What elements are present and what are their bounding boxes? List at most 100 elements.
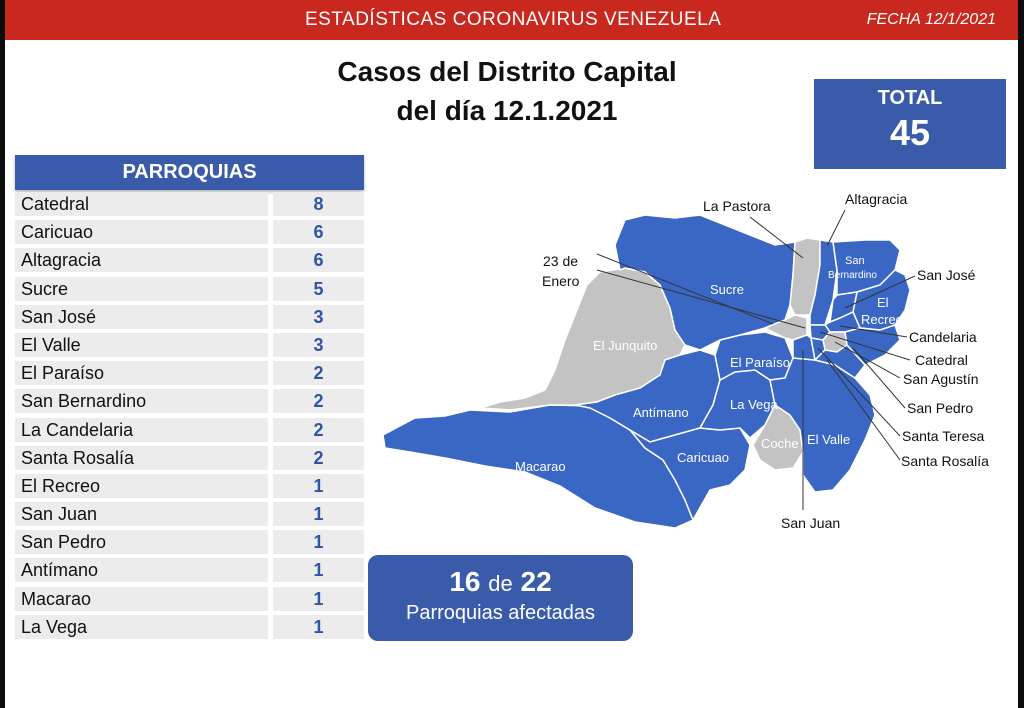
header-title: ESTADÍSTICAS CORONAVIRUS VENEZUELA [305, 9, 722, 30]
row-cases: 6 [273, 248, 364, 273]
label-el-valle: El Valle [807, 432, 850, 447]
row-cases: 1 [273, 614, 364, 639]
leader-san-jose [844, 275, 916, 309]
leader-candelaria [839, 325, 908, 338]
row-name: San José [15, 304, 268, 329]
header-date: FECHA 12/1/2021 [866, 11, 996, 28]
row-name: El Paraíso [15, 361, 268, 386]
table-row: La Vega 1 [15, 613, 364, 641]
region-caricuao [629, 427, 751, 522]
row-name: Antímano [15, 558, 268, 583]
distrito-capital-map: Sucre Macarao Antímano Caricuao La Vega … [382, 191, 989, 531]
row-name: La Vega [15, 614, 268, 639]
callout-23-de-enero-1: 23 de [543, 253, 578, 269]
label-el-paraiso: El Paraíso [730, 355, 790, 370]
total-box: TOTAL 45 [814, 79, 1006, 169]
row-cases: 1 [273, 502, 364, 527]
callout-santa-teresa: Santa Teresa [902, 428, 984, 444]
table-row: San Bernardino 2 [15, 387, 364, 415]
label-sucre: Sucre [710, 282, 744, 297]
table-row: Antímano 1 [15, 556, 364, 584]
leader-san-pedro [852, 347, 906, 409]
table-row: Sucre 5 [15, 275, 364, 303]
row-name: El Valle [15, 332, 268, 357]
callout-candelaria: Candelaria [909, 329, 977, 345]
header-bar: ESTADÍSTICAS CORONAVIRUS VENEZUELA FECHA… [5, 0, 1018, 40]
row-cases: 3 [273, 304, 364, 329]
region-santa-rosalia [813, 344, 866, 380]
table-row: Catedral 8 [15, 190, 364, 218]
table-row: Santa Rosalía 2 [15, 444, 364, 472]
row-cases: 8 [273, 192, 364, 216]
label-el-recreo-2: Recreo [861, 312, 903, 327]
total-parroquias-number: 22 [520, 566, 552, 597]
page-title-line1: Casos del Distrito Capital [337, 56, 677, 87]
leader-23-de-enero-2 [596, 269, 806, 329]
row-cases: 1 [273, 558, 364, 583]
row-name: Caricuao [15, 220, 268, 245]
leader-la-pastora [749, 216, 804, 259]
row-cases: 6 [273, 220, 364, 245]
row-cases: 3 [273, 332, 364, 357]
label-el-junquito: El Junquito [593, 338, 657, 353]
callout-san-pedro: San Pedro [907, 400, 973, 416]
table-row: San Pedro 1 [15, 528, 364, 556]
leader-23-de-enero [596, 253, 774, 325]
row-name: San Bernardino [15, 389, 268, 414]
row-name: El Recreo [15, 473, 268, 498]
callout-altagracia: Altagracia [845, 191, 907, 207]
page-title-line2: del día 12.1.2021 [396, 95, 618, 126]
parroquias-header: PARROQUIAS [15, 155, 364, 190]
row-cases: 2 [273, 445, 364, 470]
table-row: El Paraíso 2 [15, 359, 364, 387]
row-cases: 1 [273, 473, 364, 498]
callout-san-juan: San Juan [781, 515, 840, 531]
callout-san-jose: San José [917, 267, 976, 283]
row-name: Santa Rosalía [15, 445, 268, 470]
leader-altagracia [826, 209, 846, 247]
leader-santa-teresa [817, 347, 901, 437]
label-san-bernardino-1: San [845, 255, 865, 267]
table-row: San Juan 1 [15, 500, 364, 528]
total-value: 45 [889, 112, 931, 153]
row-cases: 1 [273, 586, 364, 611]
callout-santa-rosalia: Santa Rosalía [901, 453, 989, 469]
callout-catedral: Catedral [915, 352, 968, 368]
region-23-de-enero [763, 314, 808, 341]
affected-caption: Parroquias afectadas [405, 602, 595, 624]
table-row: Altagracia 6 [15, 246, 364, 274]
row-name: La Candelaria [15, 417, 268, 442]
label-coche: Coche [761, 436, 799, 451]
row-name: San Pedro [15, 530, 268, 555]
table-row: Caricuao 6 [15, 218, 364, 246]
table-row: San José 3 [15, 303, 364, 331]
total-label: TOTAL [877, 87, 943, 109]
row-name: Macarao [15, 586, 268, 611]
table-row: El Valle 3 [15, 331, 364, 359]
leader-catedral [819, 331, 911, 361]
callout-23-de-enero-2: Enero [542, 273, 580, 289]
label-caricuao: Caricuao [677, 450, 729, 465]
label-antimano: Antímano [633, 405, 689, 420]
region-sucre [614, 214, 796, 351]
row-name: Catedral [15, 192, 268, 216]
affected-badge: 16 de 22 Parroquias afectadas [368, 555, 633, 641]
callout-la-pastora: La Pastora [703, 198, 771, 214]
label-san-bernardino-2: Bernardino [828, 270, 877, 281]
row-cases: 2 [273, 361, 364, 386]
label-la-vega: La Vega [730, 397, 778, 412]
table-row: La Candelaria 2 [15, 416, 364, 444]
leader-san-agustin [834, 341, 901, 379]
row-name: Sucre [15, 276, 268, 301]
row-cases: 2 [273, 417, 364, 442]
label-macarao: Macarao [515, 459, 566, 474]
leader-santa-rosalia [826, 359, 901, 461]
parroquias-table: PARROQUIAS Catedral 8 Caricuao 6 Altagraci… [15, 155, 364, 641]
label-el-recreo-1: El [877, 295, 889, 310]
affected-count: 16 de 22 [368, 566, 633, 598]
affected-connector: de [488, 571, 513, 596]
row-cases: 2 [273, 389, 364, 414]
row-name: Altagracia [15, 248, 268, 273]
callout-san-agustin: San Agustín [903, 371, 979, 387]
row-name: San Juan [15, 502, 268, 527]
